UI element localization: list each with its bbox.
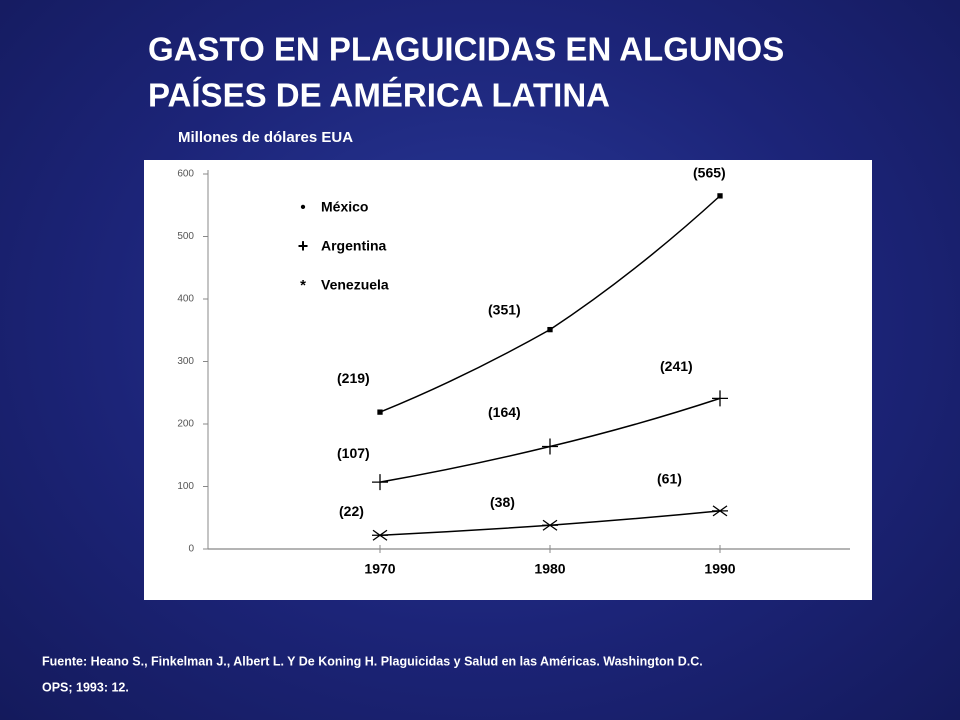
x-tick-label: 1970 — [364, 561, 395, 577]
data-label: (22) — [339, 503, 364, 519]
y-tick-label: 300 — [177, 356, 194, 367]
y-tick-label: 600 — [177, 169, 194, 180]
legend-marker: + — [298, 236, 309, 256]
marker — [377, 409, 383, 415]
legend-label: México — [321, 199, 368, 215]
data-label: (565) — [693, 165, 726, 181]
marker — [712, 390, 728, 407]
data-label: (38) — [490, 494, 515, 510]
source-line: Fuente: Heano S., Finkelman J., Albert L… — [42, 654, 703, 668]
data-label: (107) — [337, 445, 370, 461]
marker — [542, 519, 558, 531]
y-tick-label: 500 — [177, 231, 194, 242]
y-tick-label: 100 — [177, 481, 194, 492]
data-label: (164) — [488, 404, 521, 420]
legend-label: Argentina — [321, 238, 387, 254]
chart-panel — [144, 160, 872, 600]
legend-label: Venezuela — [321, 277, 389, 293]
x-tick-label: 1980 — [534, 561, 565, 577]
y-tick-label: 0 — [188, 544, 194, 555]
marker — [717, 193, 723, 199]
plot: 0 100 200 300 400 500 600 1970 1980 1990 (219) (351… — [177, 165, 850, 577]
legend-marker: * — [300, 277, 306, 294]
data-label: (351) — [488, 301, 521, 317]
y-tick-label: 400 — [177, 294, 194, 305]
data-label: (61) — [657, 471, 682, 487]
marker — [712, 505, 728, 517]
marker — [372, 474, 388, 491]
data-label: (241) — [660, 358, 693, 374]
title-line: PAÍSES DE AMÉRICA LATINA — [148, 77, 610, 114]
legend-marker: • — [300, 199, 305, 216]
marker — [542, 438, 558, 455]
marker — [547, 326, 553, 333]
y-tick-label: 200 — [177, 419, 194, 430]
data-label: (219) — [337, 370, 370, 386]
source-line: OPS; 1993: 12. — [42, 680, 129, 694]
x-tick-label: 1990 — [704, 561, 735, 577]
subtitle: Millones de dólares EUA — [178, 129, 353, 146]
title-line: GASTO EN PLAGUICIDAS EN ALGUNOS — [148, 31, 784, 68]
marker — [372, 529, 388, 541]
